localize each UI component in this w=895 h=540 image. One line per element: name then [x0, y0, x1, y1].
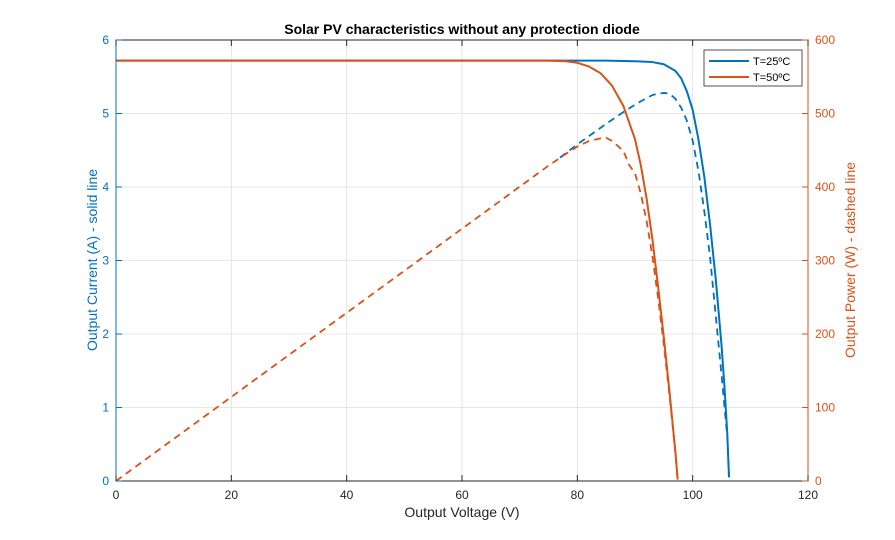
- x-axis-ticks: 0 20 40 60 80 100 120: [113, 40, 818, 502]
- left-y-tick-label: 3: [102, 254, 109, 268]
- legend: T=25ºC T=50ºC: [703, 49, 803, 87]
- x-tick-label: 100: [683, 488, 703, 502]
- left-y-tick-label: 5: [102, 107, 109, 121]
- left-y-tick-label: 2: [102, 327, 109, 341]
- right-y-tick-label: 300: [815, 254, 835, 268]
- left-y-tick-label: 6: [102, 33, 109, 47]
- left-y-axis-ticks: 0 1 2 3 4 5 6: [102, 33, 122, 488]
- x-tick-label: 120: [798, 488, 818, 502]
- right-y-axis-title: Output Power (W) - dashed line: [842, 162, 858, 358]
- right-y-tick-label: 400: [815, 180, 835, 194]
- current-line-50: [116, 59, 679, 480]
- left-y-tick-label: 1: [102, 401, 109, 415]
- right-y-tick-label: 200: [815, 327, 835, 341]
- x-tick-label: 20: [225, 488, 239, 502]
- legend-label-25: T=25ºC: [753, 56, 790, 68]
- left-y-tick-label: 0: [102, 474, 109, 488]
- right-y-tick-label: 600: [815, 33, 835, 47]
- right-y-axis-ticks: 0 100 200 300 400 500 600: [802, 33, 835, 488]
- x-tick-label: 40: [340, 488, 354, 502]
- series-layer: [115, 59, 730, 482]
- right-y-tick-label: 500: [815, 107, 835, 121]
- power-line-25: [559, 92, 730, 478]
- x-tick-label: 80: [571, 488, 585, 502]
- right-y-tick-label: 0: [815, 474, 822, 488]
- legend-box: [703, 49, 803, 87]
- x-tick-label: 0: [113, 488, 120, 502]
- left-y-axis-title: Output Current (A) - solid line: [84, 169, 100, 351]
- left-y-tick-label: 4: [102, 180, 109, 194]
- x-tick-label: 60: [455, 488, 469, 502]
- right-y-tick-label: 100: [815, 401, 835, 415]
- grid-horizontal: [116, 113, 808, 408]
- chart-title: Solar PV characteristics without any pro…: [284, 21, 640, 37]
- x-axis-title: Output Voltage (V): [404, 504, 519, 520]
- power-line-50: [115, 136, 679, 482]
- legend-label-50: T=50ºC: [753, 72, 790, 84]
